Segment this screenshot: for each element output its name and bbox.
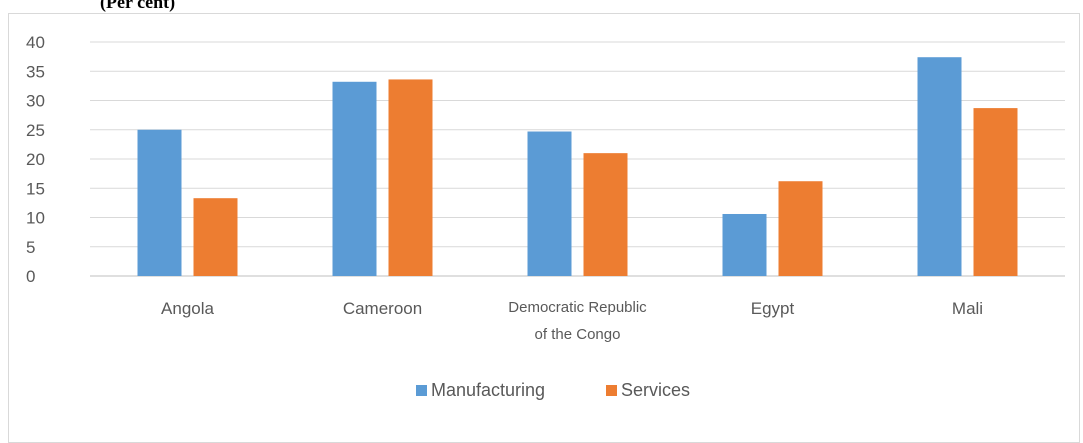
y-tick-label: 40	[26, 33, 45, 52]
legend-label-services: Services	[621, 380, 690, 400]
bar-services-democratic-republic-of-the-congo	[583, 153, 628, 276]
bar-manufacturing-egypt	[722, 213, 767, 276]
y-tick-label: 25	[26, 121, 45, 140]
bar-manufacturing-cameroon	[332, 81, 377, 276]
x-category-label: Cameroon	[343, 299, 422, 318]
y-tick-label: 15	[26, 179, 45, 198]
y-axis-ticks: 0 5 10 15 20 25 30 35 40	[26, 33, 45, 286]
bar-services-mali	[973, 108, 1018, 276]
bar-manufacturing-democratic-republic-of-the-congo	[527, 131, 572, 276]
x-category-label: Mali	[952, 299, 983, 318]
x-category-label: Egypt	[751, 299, 795, 318]
y-tick-label: 0	[26, 267, 35, 286]
legend-label-manufacturing: Manufacturing	[431, 380, 545, 400]
legend: Manufacturing Services	[416, 380, 690, 400]
bar-services-cameroon	[388, 79, 433, 276]
y-tick-label: 5	[26, 238, 35, 257]
bar-manufacturing-angola	[137, 129, 182, 276]
x-category-label: Democratic Republic of the Congo	[508, 299, 647, 343]
bar-manufacturing-mali	[917, 57, 962, 277]
legend-swatch-services	[606, 385, 617, 396]
bar-chart: 0 5 10 15 20 25 30 35 40 Angola Cameroon Democrati…	[26, 33, 1065, 400]
x-category-label: Angola	[161, 299, 214, 318]
y-tick-label: 20	[26, 150, 45, 169]
bars	[137, 57, 1018, 277]
legend-swatch-manufacturing	[416, 385, 427, 396]
x-axis-labels: Angola Cameroon Democratic Republic of the …	[161, 299, 983, 343]
y-tick-label: 35	[26, 62, 45, 81]
bar-services-egypt	[778, 181, 823, 276]
gridlines	[90, 41, 1065, 277]
y-tick-label: 30	[26, 92, 45, 111]
bar-services-angola	[193, 198, 238, 276]
y-tick-label: 10	[26, 209, 45, 228]
chart-heading: (Per cent)	[100, 0, 176, 12]
